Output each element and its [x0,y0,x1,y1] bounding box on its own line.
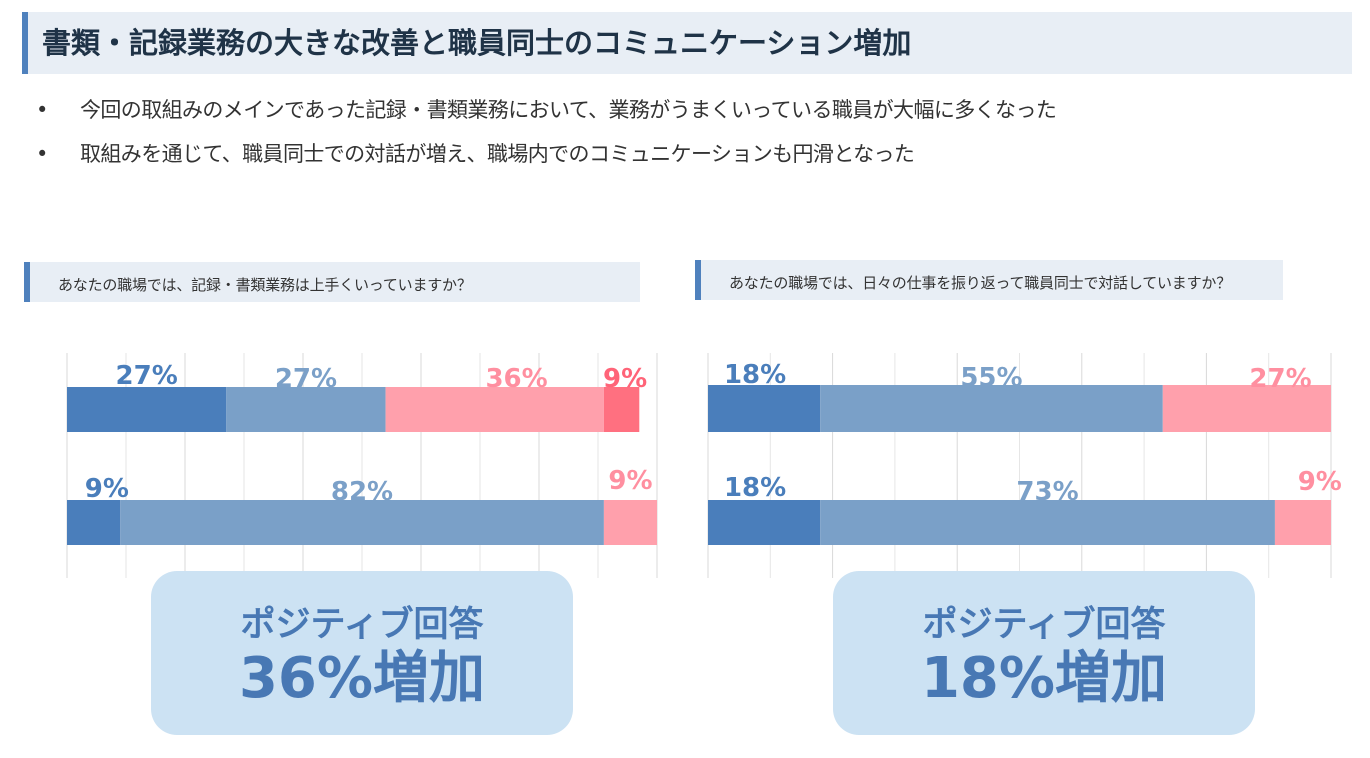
bar-segment [603,387,640,432]
data-label: 27% [275,364,337,394]
question-2-bar: あなたの職場では、日々の仕事を振り返って職員同士で対話していますか？ [695,260,1283,300]
data-label: 18% [724,360,786,390]
chart-staff-dialogue: 18% 55% 27% 18% 73% 9% [707,353,1342,578]
data-label: 9% [1298,467,1342,497]
slide-title: 書類・記録業務の大きな改善と職員同士のコミュニケーション増加 [42,26,912,60]
chart-records-work: 27% 27% 36% 9% 9% 82% 9% [66,353,658,578]
summary-value: 18%増加 [920,646,1168,711]
bullet-text: 取組みを通じて、職員同士での対話が増え、職場内でのコミュニケーションも円滑となっ… [80,142,915,166]
summary-box-1: ポジティブ回答 36%増加 [151,571,573,735]
bar-segment [820,385,1163,432]
data-label: 9% [603,364,647,394]
question-1-bar: あなたの職場では、記録・書類業務は上手くいっていますか？ [24,262,640,302]
summary-label: ポジティブ回答 [922,605,1166,645]
bullet-marker: • [36,142,48,166]
bar-segment [226,387,386,432]
bar-segment [708,385,821,432]
slide-title-bar: 書類・記録業務の大きな改善と職員同士のコミュニケーション増加 [22,12,1352,74]
data-label: 9% [85,474,129,504]
bar-segment [1274,500,1331,545]
bar-segment [67,387,227,432]
bar-segment [385,387,604,432]
bullet-item: • 取組みを通じて、職員同士での対話が増え、職場内でのコミュニケーションも円滑と… [36,142,1336,166]
data-label: 36% [485,364,547,394]
summary-box-2: ポジティブ回答 18%増加 [833,571,1255,735]
bullet-marker: • [36,98,48,122]
data-label: 27% [116,361,178,391]
bar-segment [120,500,604,545]
bar-segment [1162,385,1331,432]
data-label: 9% [608,466,652,496]
summary-label: ポジティブ回答 [240,605,484,645]
summary-value: 36%増加 [238,646,486,711]
bar-segment [708,500,821,545]
data-label: 82% [331,477,393,507]
bar-segment [820,500,1275,545]
bullet-list: • 今回の取組みのメインであった記録・書類業務において、業務がうまくいっている職… [36,98,1336,186]
data-label: 73% [1016,477,1078,507]
bar-segment [67,500,121,545]
data-label: 27% [1249,364,1311,394]
data-label: 55% [960,363,1022,393]
bar-segment [603,500,657,545]
bullet-item: • 今回の取組みのメインであった記録・書類業務において、業務がうまくいっている職… [36,98,1336,122]
bullet-text: 今回の取組みのメインであった記録・書類業務において、業務がうまくいっている職員が… [80,98,1057,122]
data-label: 18% [724,473,786,503]
